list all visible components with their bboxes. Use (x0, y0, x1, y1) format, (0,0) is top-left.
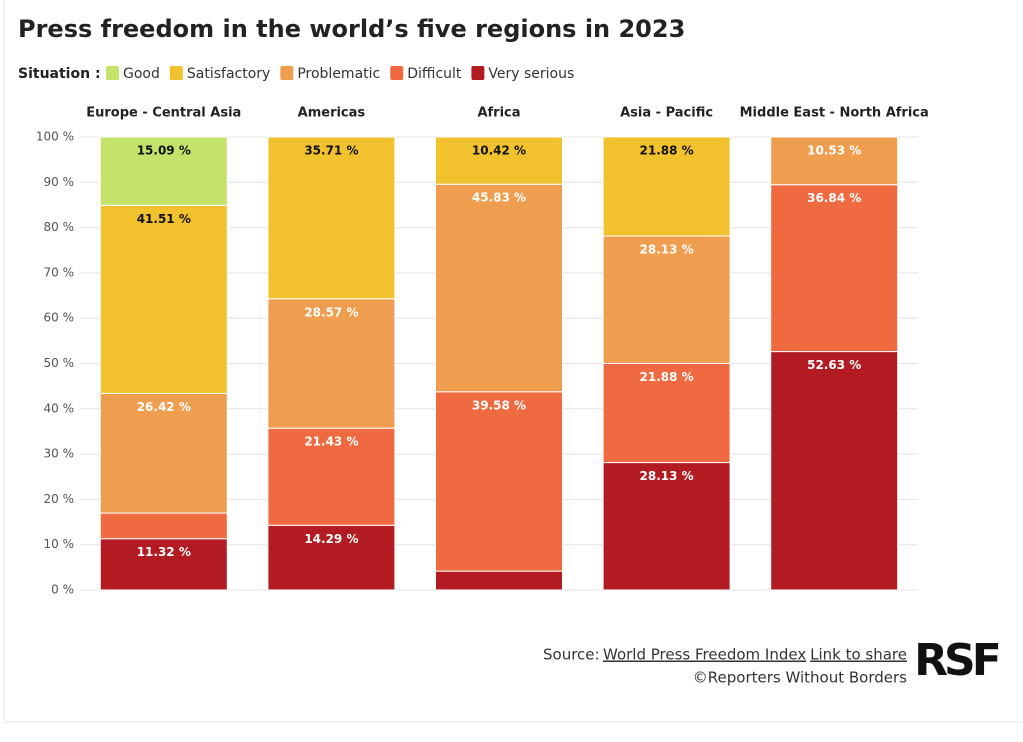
bar-segment (99, 512, 228, 540)
legend-swatch (390, 66, 404, 80)
y-tick-label: 70 % (44, 265, 75, 279)
share-link[interactable]: Link to share (810, 646, 907, 664)
data-label: 52.63 % (807, 358, 861, 372)
legend-swatch (106, 66, 119, 80)
y-tick-label: 50 % (44, 356, 75, 370)
data-label: 41.51 % (137, 212, 191, 226)
y-tick-label: 30 % (44, 447, 75, 461)
data-label: 14.29 % (304, 532, 358, 546)
bar-segment (435, 570, 563, 591)
bar-segment (267, 427, 396, 526)
legend-label: Good (123, 66, 160, 82)
legend-label: Very serious (488, 66, 574, 82)
bar-segment (99, 538, 228, 591)
bar-segment (267, 298, 396, 429)
bar-segment (602, 362, 731, 464)
y-tick-label: 60 % (44, 311, 75, 325)
bar-segment (770, 351, 899, 591)
legend-swatch (169, 66, 183, 80)
bar-segment (267, 136, 396, 300)
bar-segment (602, 136, 731, 237)
bar-segment (435, 136, 563, 185)
y-tick-label: 0 % (51, 583, 74, 597)
bar-segment (99, 392, 228, 514)
x-category-label: Asia - Pacific (620, 106, 713, 121)
data-label: 10.53 % (807, 144, 861, 158)
copyright: ©Reporters Without Borders (693, 669, 907, 687)
bar-segment (770, 136, 899, 186)
bar-segment (602, 235, 731, 364)
legend-label: Difficult (407, 66, 462, 82)
data-label: 28.57 % (304, 305, 358, 319)
x-category-label: Europe - Central Asia (86, 106, 241, 121)
legend-swatch (471, 66, 485, 80)
bar-segment (770, 184, 899, 353)
bar-segment (99, 136, 228, 206)
legend-swatch (280, 66, 294, 80)
data-label: 21.88 % (640, 143, 694, 157)
bar-segment (435, 183, 563, 393)
data-label: 36.84 % (807, 191, 861, 205)
x-category-label: Americas (298, 106, 366, 121)
y-tick-label: 40 % (44, 401, 75, 415)
legend-label: Problematic (297, 66, 380, 82)
x-category-label: Africa (477, 106, 520, 121)
legend-label: Satisfactory (187, 66, 270, 82)
data-label: 28.13 % (640, 469, 694, 483)
data-label: 15.09 % (137, 144, 191, 158)
bar-segment (99, 204, 228, 394)
y-tick-label: 20 % (44, 492, 75, 506)
bar-segment (602, 462, 731, 591)
legend: Good Satisfactory Problematic Difficult Very… (106, 66, 574, 82)
data-label: 28.13 % (640, 243, 694, 257)
data-label: 10.42 % (472, 144, 526, 158)
bar-segment (435, 391, 563, 572)
logo: RSF (914, 635, 999, 686)
y-tick-label: 10 % (44, 537, 75, 551)
data-label: 11.32 % (137, 545, 191, 559)
data-label: 45.83 % (472, 191, 526, 205)
data-label: 26.42 % (137, 400, 191, 414)
data-label: 39.58 % (472, 398, 526, 412)
x-category-label: Middle East - North Africa (740, 106, 929, 121)
chart-title: Press freedom in the world’s five region… (18, 15, 685, 43)
data-label: 21.43 % (304, 435, 358, 449)
bar-segment (267, 524, 396, 591)
data-label: 21.88 % (640, 370, 694, 384)
y-tick-label: 90 % (44, 175, 75, 189)
y-tick-label: 80 % (44, 220, 75, 234)
legend-title: Situation : (18, 66, 101, 82)
source-label: Source: (543, 646, 600, 664)
source-link[interactable]: World Press Freedom Index (603, 646, 806, 664)
y-tick-label: 100 % (36, 130, 74, 144)
data-label: 35.71 % (304, 144, 358, 158)
